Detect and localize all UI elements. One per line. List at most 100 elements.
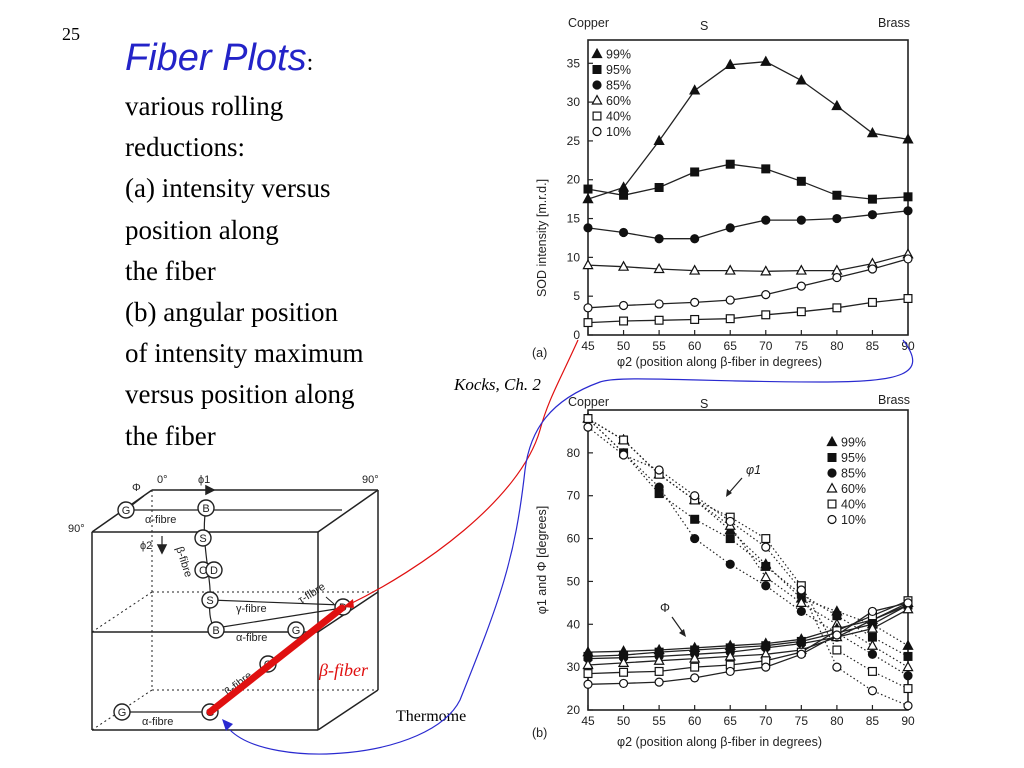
data-point [902,639,914,650]
chart-b-panel-label: (b) [532,726,547,740]
data-point [867,194,877,204]
data-point [725,223,735,233]
y-tick-label: 20 [567,173,581,187]
cube-node-goss-bottom [113,703,131,721]
cube-label-gamma-fibre: γ-fibre [236,603,267,615]
chart-a-frame [587,39,909,336]
legend-label: 40% [841,498,866,512]
data-point [690,297,700,307]
legend-marker [592,80,602,90]
data-point [832,213,842,224]
cube-node-dillamore-letter: D [210,565,218,577]
series-line [587,418,909,677]
y-tick-label: 50 [567,574,581,588]
x-tick-label: 50 [617,714,631,728]
cube-node-copper-letter: C [199,565,207,577]
data-point [903,684,913,694]
cube-node-brass-lower [207,621,225,639]
legend-label: 99% [606,48,631,62]
data-point [866,622,879,633]
cube-gamma-fibre [209,599,343,606]
data-point [903,192,913,202]
data-point [796,176,806,186]
legend-marker [592,64,602,74]
data-point [618,300,629,311]
data-point [690,533,700,544]
data-point [617,656,630,667]
data-point [725,516,735,527]
x-tick-label: 55 [652,339,666,353]
series-line [587,608,909,666]
data-point [761,561,771,571]
cube-label-alpha-fibre-mid: α-fibre [236,632,267,644]
footer-fragment: Thermome [396,708,467,725]
legend-label: 40% [606,110,631,124]
data-point [866,127,879,138]
data-point [725,159,735,169]
data-point [583,669,593,679]
x-tick-label: 65 [724,714,738,728]
data-point [619,190,629,200]
series-line [587,604,909,660]
data-point [654,299,664,309]
chart-b-frame [587,409,909,711]
cube-node-s-lower-letter: S [206,595,213,607]
data-point [867,666,877,676]
data-point [831,99,843,111]
series-line [587,210,909,240]
data-point [903,671,913,681]
data-point [795,74,807,85]
cube-label-90-left: 90° [68,523,85,535]
data-point [583,303,593,313]
data-point [903,254,913,264]
x-tick-label: 60 [688,714,702,728]
chart-b-annotation-phi1-arrow [727,477,743,495]
data-point [832,630,842,640]
data-point [583,414,593,424]
data-point [653,134,665,146]
x-tick-label: 70 [759,714,773,728]
data-point [760,570,772,582]
blue-connector-arrow [229,339,914,755]
data-point [761,215,771,225]
x-tick-label: 70 [759,339,773,353]
legend-marker [592,111,602,121]
data-point [725,295,735,305]
cube-node-goss-letter: G [122,505,131,517]
data-point [582,658,594,670]
data-point [689,264,701,275]
cube-label-90-top-right: 90° [362,474,379,486]
body-line: versus position along [125,379,355,410]
data-point [690,662,700,672]
legend-marker [827,453,837,463]
legend-label: 10% [841,513,866,527]
title-colon: : [306,50,314,76]
y-tick-label: 35 [567,56,581,70]
data-point [867,606,878,617]
beta-fiber-label: β-fiber [318,660,369,680]
data-point [867,297,877,307]
x-tick-label: 75 [795,339,809,353]
data-point [832,303,842,313]
series-line [587,418,909,690]
data-point [583,318,593,328]
data-point [583,184,593,194]
data-point [582,192,594,204]
data-point [619,316,629,326]
data-point [618,450,629,460]
legend-label: 10% [606,125,631,139]
legend-label: 60% [606,94,631,108]
data-point [795,264,807,275]
legend-label: 95% [841,451,866,465]
cube-label-phi2: ϕ2 [140,540,152,552]
data-point [725,559,735,569]
cube-tau-arrow [325,596,335,605]
data-point [903,651,913,661]
chart-b-annotation-phi1: φ1 [746,463,761,477]
chart-b-annotation-phi-arrowhead [679,629,686,637]
y-tick-label: 5 [573,289,580,303]
series-line [587,426,909,707]
data-point [832,272,842,283]
body-line: various rolling [125,91,284,121]
